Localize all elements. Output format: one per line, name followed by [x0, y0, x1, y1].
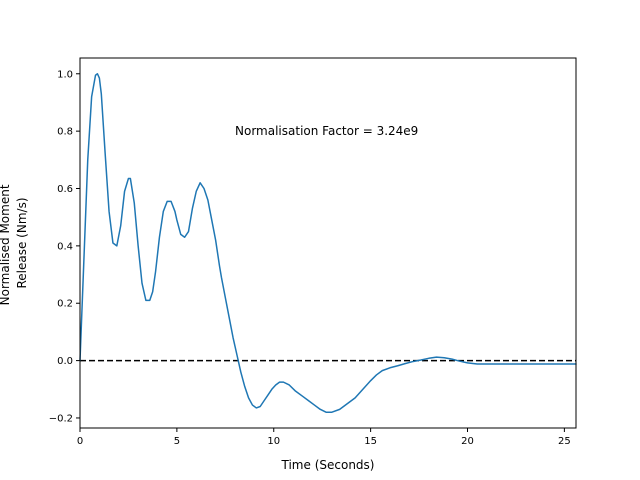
y-tick-label: 0.0 — [57, 356, 73, 367]
y-axis-label: Normalised Moment Release (Nm/s) — [0, 181, 29, 306]
axes-frame — [79, 57, 577, 429]
plot-area — [79, 73, 577, 413]
x-tick-label: 5 — [174, 436, 180, 447]
y-tick-label: 0.6 — [57, 184, 73, 195]
y-tick-label: 0.8 — [57, 127, 73, 138]
y-axis-ticks: −0.2 0.0 0.2 0.4 0.6 0.8 1.0 — [49, 69, 80, 424]
y-axis-label-line-2: Release (Nm/s) — [15, 197, 29, 288]
x-tick-label: 10 — [267, 436, 280, 447]
y-tick-label: 0.2 — [57, 299, 73, 310]
y-tick-label: 1.0 — [57, 69, 73, 80]
y-tick-label: −0.2 — [49, 413, 73, 424]
x-tick-label: 0 — [77, 436, 83, 447]
series-line-0 — [79, 73, 577, 413]
x-axis-label: Time (Seconds) — [281, 458, 375, 472]
x-axis-ticks: 0 5 10 15 20 25 — [77, 428, 571, 447]
y-axis-label-line-1: Normalised Moment — [0, 184, 12, 305]
x-tick-label: 25 — [558, 436, 571, 447]
x-tick-label: 15 — [364, 436, 377, 447]
normalisation-annotation: Normalisation Factor = 3.24e9 — [235, 124, 418, 138]
y-tick-label: 0.4 — [57, 241, 73, 252]
x-tick-label: 20 — [461, 436, 474, 447]
